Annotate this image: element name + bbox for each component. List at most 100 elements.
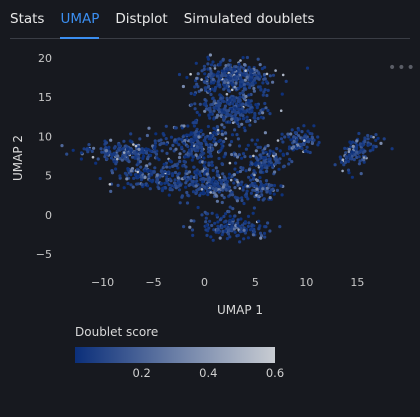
cell-point: [271, 80, 275, 84]
cell-point: [263, 88, 267, 92]
more-horizontal-icon[interactable]: •••: [388, 60, 416, 76]
tab-distplot[interactable]: Distplot: [115, 11, 168, 27]
cell-point: [163, 185, 167, 190]
cell-point: [146, 155, 150, 159]
cell-point: [246, 143, 250, 147]
cell-point: [243, 129, 247, 133]
cell-point: [213, 87, 217, 91]
cell-point: [225, 92, 229, 96]
cell-point: [268, 74, 272, 78]
cell-point: [176, 166, 180, 170]
cell-point: [228, 221, 232, 225]
cell-point: [261, 81, 265, 85]
umap-scatter-plot[interactable]: −10 −5 0 5 10 15 −5 0 5 10 15 20 UMAP 1 UMAP 2: [0, 0, 420, 320]
cell-point: [212, 131, 216, 135]
tab-stats[interactable]: Stats: [10, 11, 45, 27]
cell-point: [186, 175, 190, 179]
cell-point: [266, 144, 270, 148]
cell-point: [240, 198, 244, 203]
cell-point: [252, 169, 256, 173]
cell-point: [256, 85, 261, 89]
cell-point: [224, 187, 228, 192]
cell-point: [207, 84, 211, 88]
cell-point: [193, 133, 197, 137]
cell-point: [218, 104, 222, 108]
cell-point: [200, 183, 204, 187]
y-axis-label: UMAP 2: [11, 135, 25, 181]
cell-point: [254, 73, 258, 77]
cell-point: [235, 120, 239, 124]
cell-point: [147, 175, 151, 179]
cell-point: [368, 149, 372, 153]
cell-point: [230, 133, 235, 137]
cell-point: [106, 146, 110, 150]
cell-point: [216, 130, 220, 134]
tab-bar: Stats UMAP Distplot Simulated doublets: [10, 0, 410, 39]
cell-point: [379, 141, 383, 145]
cell-point: [187, 153, 191, 157]
cell-point: [79, 151, 84, 155]
cell-point: [234, 224, 238, 228]
cell-point: [227, 176, 231, 180]
cell-point: [145, 151, 149, 155]
cell-point: [200, 78, 203, 81]
cell-point: [240, 156, 244, 160]
cell-point: [281, 165, 286, 169]
cell-point: [236, 111, 240, 115]
cell-point: [297, 128, 301, 132]
cell-point: [270, 163, 274, 167]
cell-point: [132, 176, 136, 180]
cell-point: [178, 159, 182, 164]
cell-point: [184, 155, 188, 159]
y-tick-label: −5: [36, 248, 52, 261]
cell-point: [177, 188, 182, 192]
cell-point: [216, 99, 220, 103]
cell-point: [196, 85, 200, 89]
cell-point: [228, 102, 232, 106]
cell-point: [227, 172, 232, 176]
cell-point: [317, 140, 321, 145]
cell-point: [288, 157, 292, 161]
cell-point: [224, 109, 228, 113]
cell-point: [265, 186, 269, 190]
cell-point: [253, 162, 257, 166]
cell-point: [245, 115, 249, 119]
cell-point: [222, 196, 226, 200]
cell-point: [235, 72, 239, 76]
cell-point: [105, 157, 109, 161]
cell-point: [230, 190, 234, 194]
cell-point: [223, 71, 227, 75]
cell-point: [114, 162, 118, 166]
cell-point: [192, 147, 196, 151]
cell-point: [244, 169, 248, 173]
cell-point: [189, 175, 193, 179]
cell-point: [190, 145, 194, 149]
cell-point: [206, 193, 210, 197]
cell-point: [220, 225, 224, 229]
cell-point: [266, 221, 270, 225]
cell-point: [250, 161, 254, 166]
cell-point: [236, 137, 240, 141]
cell-point: [182, 176, 186, 180]
x-tick-label: 5: [252, 276, 259, 289]
cell-point: [230, 117, 234, 121]
cell-point: [258, 231, 263, 235]
cell-point: [182, 124, 186, 128]
cell-point: [177, 143, 181, 147]
cell-point: [227, 113, 231, 117]
tab-simulated-doublets[interactable]: Simulated doublets: [183, 11, 315, 27]
cell-point: [127, 152, 131, 156]
cell-point: [374, 145, 378, 149]
cell-point: [268, 112, 272, 116]
cell-point: [255, 178, 259, 183]
cell-point: [265, 93, 269, 98]
cell-point: [250, 226, 254, 231]
cell-point: [316, 143, 320, 147]
cell-point: [181, 135, 185, 139]
cell-point: [362, 160, 366, 164]
cell-point: [220, 123, 224, 127]
cell-point: [92, 146, 96, 150]
y-tick-label: 5: [45, 170, 52, 183]
cell-point: [202, 64, 206, 68]
tab-umap[interactable]: UMAP: [60, 11, 99, 39]
